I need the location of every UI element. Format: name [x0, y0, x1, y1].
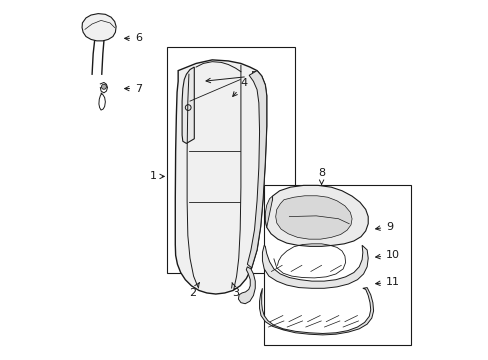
Text: 2: 2	[188, 283, 199, 298]
Text: 11: 11	[375, 277, 399, 287]
Polygon shape	[182, 67, 194, 143]
Text: 9: 9	[375, 222, 392, 231]
Text: 4: 4	[232, 78, 247, 96]
Polygon shape	[265, 185, 367, 246]
Polygon shape	[175, 60, 266, 294]
Polygon shape	[247, 71, 266, 268]
Bar	[264, 185, 410, 345]
Circle shape	[101, 84, 106, 89]
Polygon shape	[265, 196, 272, 227]
Text: 1: 1	[149, 171, 164, 181]
Text: 8: 8	[317, 168, 325, 184]
Polygon shape	[275, 196, 351, 239]
Polygon shape	[238, 267, 255, 304]
Bar	[167, 47, 294, 273]
Polygon shape	[259, 288, 373, 335]
Polygon shape	[82, 14, 116, 41]
Text: 3: 3	[231, 283, 239, 298]
Text: 10: 10	[375, 250, 399, 260]
Text: 6: 6	[124, 33, 142, 43]
Text: 5: 5	[205, 71, 256, 83]
Text: 7: 7	[124, 84, 142, 94]
Polygon shape	[262, 245, 367, 288]
